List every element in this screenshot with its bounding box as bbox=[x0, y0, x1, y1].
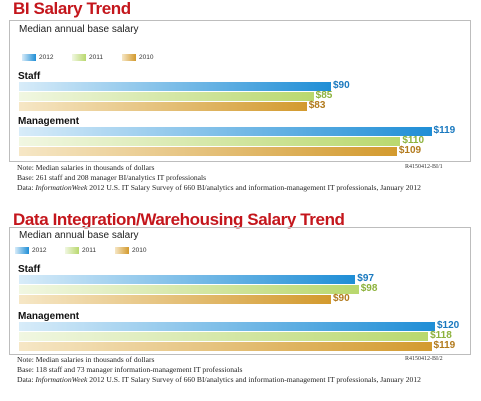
legend-swatch-2012 bbox=[22, 54, 36, 61]
bar-staff-2011 bbox=[19, 92, 314, 101]
legend-label-2012: 2012 bbox=[39, 54, 54, 61]
chart-1-subtitle: Median annual base salary bbox=[19, 24, 139, 35]
value-label-management-2012: $119 bbox=[433, 125, 456, 136]
legend-swatch-2011 bbox=[65, 247, 79, 254]
chart-2-title: Data Integration/Warehousing Salary Tren… bbox=[13, 210, 345, 229]
value-label-management-2011: $118 bbox=[430, 330, 452, 341]
value-label-staff-2010: $90 bbox=[333, 293, 350, 304]
category-label-staff: Staff bbox=[18, 71, 41, 82]
chart-2-note: Note: Median salaries in thousands of do… bbox=[17, 355, 155, 364]
bar-management-2012 bbox=[19, 127, 432, 136]
chart-2-code: R4150412-BI/2 bbox=[405, 356, 443, 362]
chart-1-base: Base: 261 staff and 208 manager BI/analy… bbox=[17, 173, 207, 182]
bar-staff-2010 bbox=[19, 295, 331, 304]
legend-label-2010: 2010 bbox=[139, 54, 154, 61]
bar-management-2010 bbox=[19, 147, 397, 156]
category-label-management: Management bbox=[18, 116, 80, 127]
value-label-management-2012: $120 bbox=[437, 320, 460, 331]
value-label-staff-2011: $98 bbox=[360, 283, 378, 294]
value-label-staff-2012: $97 bbox=[357, 273, 374, 284]
bar-staff-2011 bbox=[19, 285, 359, 294]
value-label-management-2010: $119 bbox=[433, 340, 456, 351]
legend-label-2011: 2011 bbox=[82, 247, 96, 254]
legend-swatch-2012 bbox=[15, 247, 29, 254]
legend-swatch-2010 bbox=[122, 54, 136, 61]
bar-staff-2012 bbox=[19, 82, 331, 91]
legend-label-2011: 2011 bbox=[89, 54, 103, 61]
category-label-management: Management bbox=[18, 311, 80, 322]
value-label-staff-2010: $83 bbox=[308, 100, 326, 111]
value-label-staff-2012: $90 bbox=[333, 80, 350, 91]
value-label-management-2011: $110 bbox=[402, 135, 425, 146]
bar-management-2012 bbox=[19, 322, 435, 331]
chart-2-subtitle: Median annual base salary bbox=[19, 230, 139, 241]
chart-1-note: Note: Median salaries in thousands of do… bbox=[17, 163, 155, 172]
chart-1-panel: Median annual base salary 2012 2011 2010… bbox=[9, 20, 471, 162]
chart-1-source: Data: InformationWeek 2012 U.S. IT Salar… bbox=[17, 183, 421, 192]
chart-1-code: R4150412-BI/1 bbox=[405, 164, 443, 170]
chart-2-base: Base: 118 staff and 73 manager informati… bbox=[17, 365, 243, 374]
category-label-staff: Staff bbox=[18, 264, 41, 275]
legend-swatch-2011 bbox=[72, 54, 86, 61]
chart-2-panel: Median annual base salary 2012 2011 2010… bbox=[9, 227, 471, 355]
legend-label-2010: 2010 bbox=[132, 247, 147, 254]
bar-management-2010 bbox=[19, 342, 432, 351]
bar-staff-2012 bbox=[19, 275, 356, 284]
bar-management-2011 bbox=[19, 332, 429, 341]
chart-2-source: Data: InformationWeek 2012 U.S. IT Salar… bbox=[17, 375, 421, 384]
value-label-staff-2011: $85 bbox=[315, 90, 333, 101]
bar-staff-2010 bbox=[19, 102, 307, 111]
legend-swatch-2010 bbox=[115, 247, 129, 254]
chart-1-title: BI Salary Trend bbox=[13, 0, 131, 18]
value-label-management-2010: $109 bbox=[398, 145, 422, 156]
bar-management-2011 bbox=[19, 137, 401, 146]
legend-label-2012: 2012 bbox=[32, 247, 47, 254]
